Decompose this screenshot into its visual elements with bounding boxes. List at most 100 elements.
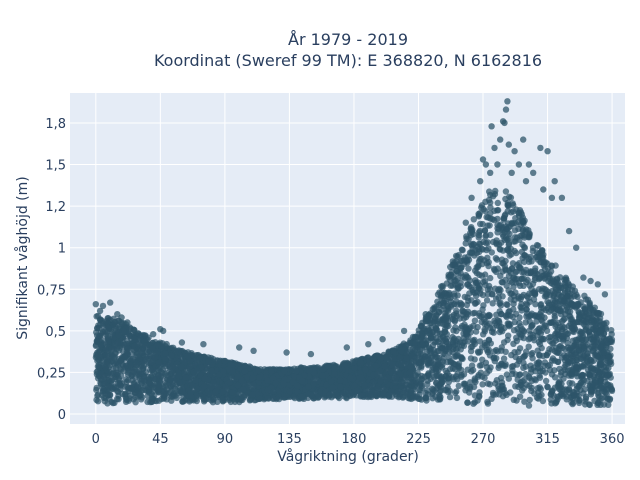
data-point (458, 246, 466, 253)
data-point (155, 381, 162, 389)
data-point (444, 345, 451, 353)
data-point (525, 343, 532, 350)
data-point (131, 335, 139, 343)
data-point (451, 318, 459, 325)
data-point (433, 326, 440, 333)
data-point (517, 323, 524, 330)
data-point (498, 323, 505, 330)
data-point (437, 374, 444, 381)
data-point (515, 295, 522, 302)
data-point (569, 380, 576, 387)
data-point (425, 372, 432, 379)
data-point (582, 398, 589, 405)
data-point (563, 354, 570, 361)
data-point (132, 361, 140, 368)
data-point (505, 375, 512, 382)
data-point (470, 230, 477, 238)
data-point (170, 344, 177, 351)
data-point (229, 389, 236, 396)
data-point (176, 387, 183, 394)
chart-title-line-2: Koordinat (Sweref 99 TM): E 368820, N 61… (154, 51, 542, 70)
data-point (418, 384, 426, 391)
data-point (470, 216, 477, 223)
data-point (128, 372, 135, 380)
data-point (469, 366, 477, 374)
data-point (525, 402, 533, 409)
data-point (501, 362, 509, 370)
data-point (408, 353, 416, 360)
data-point (367, 391, 374, 398)
data-point (594, 400, 602, 407)
data-point (579, 363, 587, 370)
data-point (233, 396, 240, 403)
data-point (455, 251, 462, 259)
data-point (513, 397, 520, 404)
data-point (577, 330, 584, 337)
data-point (331, 370, 338, 377)
data-point (603, 386, 610, 393)
data-point (501, 263, 508, 270)
data-point (479, 291, 487, 299)
data-point (540, 352, 547, 360)
data-point (507, 389, 514, 396)
data-point (581, 345, 588, 353)
data-point (484, 222, 491, 229)
data-point (443, 335, 450, 342)
data-point (524, 276, 531, 284)
data-point (120, 327, 127, 335)
data-point (475, 349, 482, 356)
data-point (520, 353, 527, 361)
data-point (491, 348, 498, 355)
data-point (581, 386, 588, 393)
data-point (504, 320, 511, 327)
data-point (481, 328, 489, 335)
data-point (135, 353, 142, 361)
data-point (556, 343, 563, 350)
data-point (457, 302, 465, 309)
data-point (540, 336, 548, 343)
data-point (180, 398, 187, 405)
data-point (483, 341, 491, 348)
data-point (476, 338, 484, 345)
data-point (586, 401, 593, 409)
data-point (132, 399, 139, 406)
data-point (451, 353, 458, 360)
data-point (576, 396, 583, 404)
data-point (323, 381, 330, 388)
data-point (554, 279, 562, 286)
data-point (176, 379, 183, 386)
data-point (460, 315, 468, 322)
data-point (217, 357, 224, 364)
data-point (494, 229, 501, 236)
data-point (479, 344, 486, 351)
data-point (406, 363, 414, 370)
data-point (162, 355, 169, 362)
data-point (473, 279, 480, 287)
data-point (582, 323, 589, 330)
data-point (539, 318, 546, 325)
data-point (582, 319, 589, 326)
data-point (486, 381, 494, 388)
data-point (440, 302, 447, 309)
data-point (129, 355, 136, 363)
data-point (131, 366, 139, 373)
data-point (581, 292, 588, 299)
data-point (114, 369, 122, 377)
data-point (394, 388, 402, 395)
data-point (494, 215, 501, 223)
data-point (94, 312, 102, 320)
data-point (110, 365, 117, 373)
data-point (489, 300, 496, 307)
data-point (135, 330, 142, 337)
data-point (429, 385, 436, 392)
data-point (155, 359, 162, 366)
data-point (529, 349, 536, 357)
data-point (480, 311, 487, 318)
data-point (499, 224, 507, 231)
data-point (492, 380, 499, 387)
data-point (547, 391, 555, 398)
data-point (552, 323, 559, 330)
data-point (562, 276, 569, 284)
data-point (246, 397, 254, 404)
data-point (567, 366, 574, 373)
